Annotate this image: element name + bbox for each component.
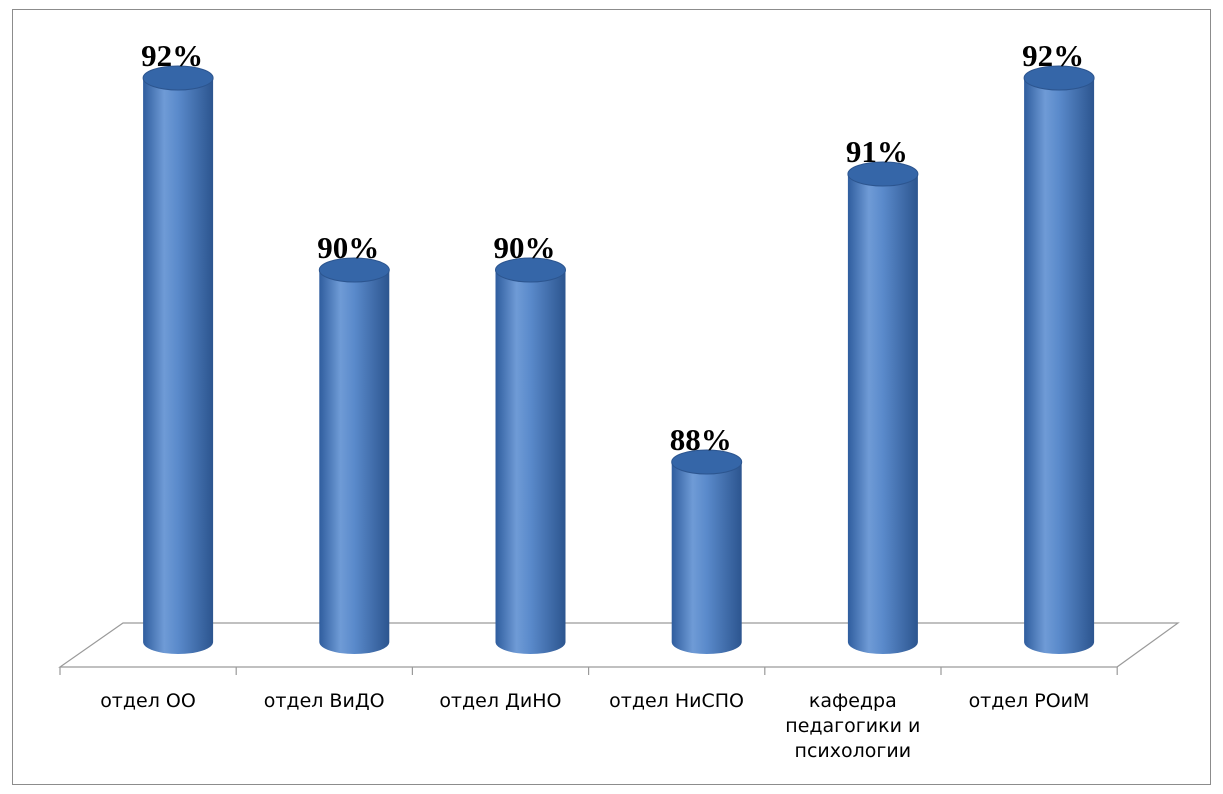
data-label: 92% [1022, 38, 1084, 73]
bar [1023, 65, 1095, 654]
x-axis-ticks [59, 667, 1118, 675]
data-label: 88% [670, 422, 732, 457]
data-label: 90% [494, 230, 556, 265]
x-axis-label: отдел ДиНО [439, 690, 562, 712]
bar-top [1023, 65, 1095, 91]
chart-floor [58, 622, 1180, 668]
bar-body [671, 462, 742, 654]
bar [847, 161, 919, 654]
x-axis-label: кафедра педагогики и психологии [785, 690, 921, 762]
bar [495, 257, 566, 654]
data-label: 92% [141, 38, 203, 73]
bar-top [671, 449, 743, 475]
bar-body [143, 78, 214, 654]
x-axis-label: отдел ВиДО [263, 690, 385, 712]
data-label: 91% [846, 134, 908, 169]
bar [142, 65, 214, 654]
bar [318, 257, 390, 654]
bar-body [847, 174, 918, 654]
bar-body [1024, 78, 1095, 654]
bar-top [495, 257, 566, 283]
data-label: 90% [317, 230, 379, 265]
bar-top [847, 161, 919, 187]
x-axis-label: отдел РОиМ [968, 690, 1090, 712]
bar [671, 449, 743, 654]
bar-top [318, 257, 390, 283]
bar-top [142, 65, 214, 91]
data-labels: 92% 90% 90% 88% 91% 92% [141, 38, 1084, 457]
x-axis-label: отдел НиСПО [609, 690, 745, 712]
bar-body [319, 270, 390, 654]
bars [142, 65, 1095, 654]
bar-body [495, 270, 566, 654]
x-axis-label: отдел ОО [100, 690, 196, 712]
